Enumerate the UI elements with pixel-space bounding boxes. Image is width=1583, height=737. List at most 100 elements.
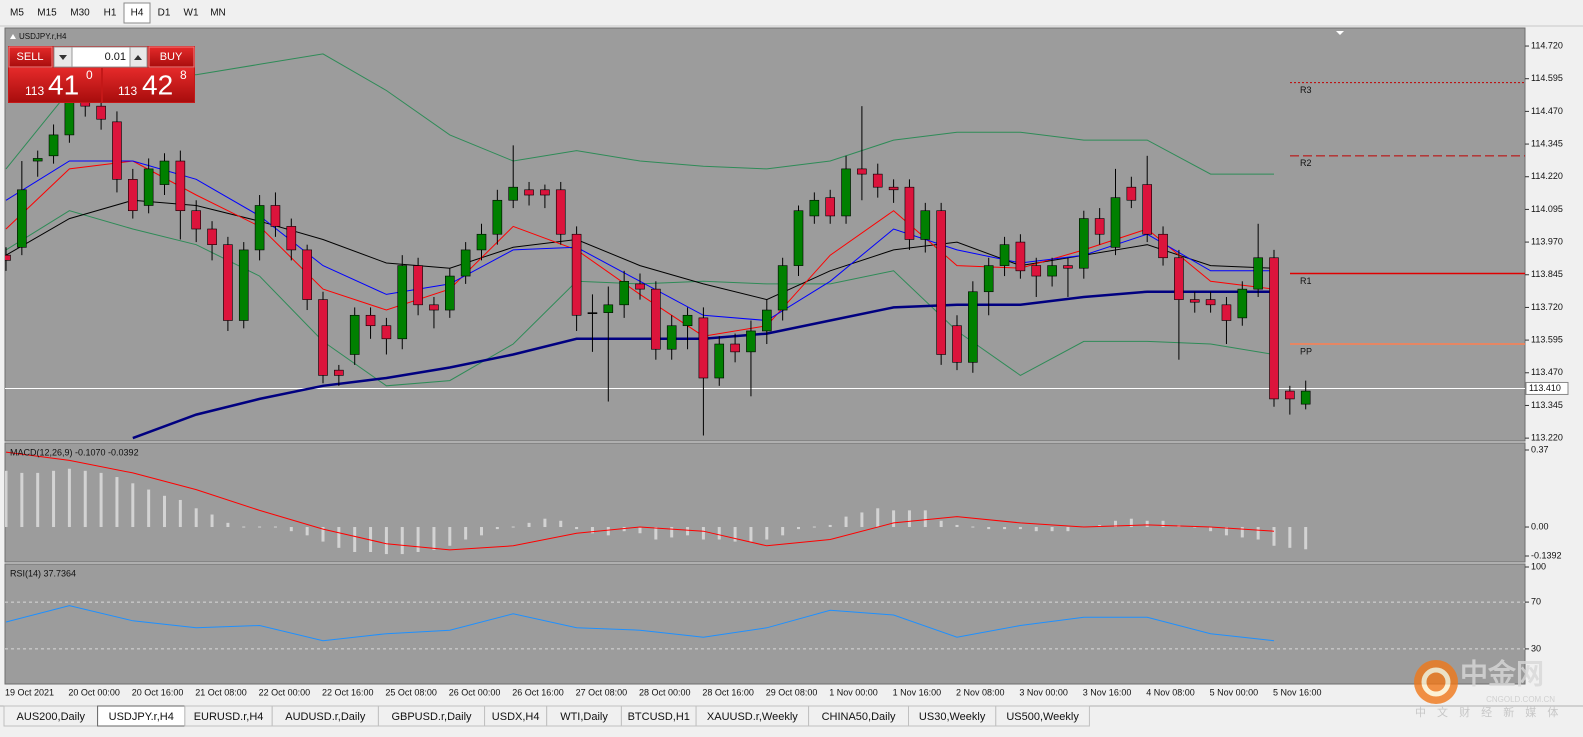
y-tick-label: 70	[1531, 596, 1541, 606]
macd-bar	[876, 508, 880, 528]
tab[interactable]	[995, 705, 1090, 727]
macd-bar	[987, 527, 991, 530]
candle-body	[968, 291, 978, 363]
macd-bar	[670, 527, 674, 538]
candle-body	[159, 160, 170, 185]
y-tick-label: 113.845	[1531, 269, 1563, 279]
current-price-label: 113.410	[1529, 383, 1561, 393]
timeframe-button[interactable]	[64, 3, 96, 23]
candle-body	[1142, 184, 1152, 235]
candle-body	[872, 173, 883, 188]
x-tick-label: 3 Nov 00:00	[1019, 687, 1068, 697]
tab-label: GBPUSD.r,Daily	[391, 711, 472, 723]
macd-bar	[638, 527, 642, 534]
timeframe-button[interactable]	[31, 3, 63, 23]
watermark: 中金网 CNGOLD.COM.CN 中 文 财 经 新 媒 体	[1414, 657, 1558, 719]
x-tick-label: 4 Nov 08:00	[1146, 687, 1195, 697]
candle-body	[666, 325, 677, 350]
macd-bar	[115, 477, 119, 528]
chart-menu-arrow[interactable]	[10, 34, 16, 39]
candle-body	[238, 249, 249, 321]
x-tick-label: 5 Nov 00:00	[1210, 687, 1259, 697]
candle-body	[64, 100, 75, 136]
candle-body	[714, 343, 725, 379]
ask-box[interactable]	[103, 68, 194, 102]
indicator-line	[5, 53, 1274, 175]
candle-body	[1158, 233, 1168, 259]
candle-body	[983, 265, 994, 293]
macd-bar	[860, 512, 864, 528]
timeframe-button[interactable]	[4, 3, 30, 23]
macd-bar	[749, 527, 753, 542]
timeframe-button[interactable]	[123, 2, 151, 24]
y-tick-label: 113.470	[1531, 367, 1563, 377]
tab-label: AUS200,Daily	[17, 711, 86, 723]
candle-body	[48, 134, 59, 157]
bid-box[interactable]	[9, 68, 101, 102]
x-tick-label: 20 Oct 00:00	[68, 687, 120, 697]
ask-big-figure: 113	[118, 84, 137, 98]
candle-body	[112, 121, 122, 180]
macd-bar	[812, 526, 816, 528]
candle-body	[1126, 186, 1137, 201]
macd-bar	[1256, 527, 1260, 540]
candle-body	[1189, 299, 1200, 303]
candle-body	[397, 265, 408, 340]
candle-body	[492, 199, 503, 235]
buy-button[interactable]	[148, 46, 195, 68]
candle-body	[571, 233, 582, 316]
ask-point: 8	[180, 68, 187, 82]
macd-bar	[83, 470, 87, 528]
candle-body	[825, 197, 836, 217]
y-tick-label: 114.345	[1531, 138, 1563, 148]
tab-label: USDJPY.r,H4	[109, 711, 174, 723]
timeframe-label: M5	[10, 8, 24, 19]
macd-bar	[384, 527, 388, 555]
macd-title: MACD(12,26,9) -0.1070 -0.0392	[10, 447, 139, 457]
timeframe-label: MN	[210, 8, 226, 19]
trade-panel: SELL 0.01 BUY 113 41 0 113 42 8	[8, 46, 195, 103]
macd-bar	[353, 527, 357, 553]
macd-bar	[955, 524, 959, 528]
macd-bar	[131, 483, 135, 528]
timeframe-button[interactable]	[205, 3, 231, 23]
candle-body	[1063, 265, 1073, 269]
macd-bar	[686, 527, 690, 536]
candle-body	[1269, 257, 1279, 400]
macd-bar	[52, 470, 56, 528]
x-tick-label: 22 Oct 00:00	[259, 687, 311, 697]
candle-body	[460, 249, 471, 277]
timeframe-button[interactable]	[151, 3, 177, 23]
timeframe-button[interactable]	[178, 3, 204, 23]
candle-body	[1094, 218, 1105, 235]
candle-body	[793, 210, 804, 266]
macd-bar	[178, 499, 182, 528]
macd-bar	[1193, 526, 1197, 528]
lot-down-arrow	[59, 55, 67, 60]
sell-button[interactable]	[8, 46, 53, 68]
candle-body	[302, 249, 312, 300]
timeframe-label: H4	[131, 8, 144, 19]
x-tick-label: 1 Nov 00:00	[829, 687, 878, 697]
macd-bar	[923, 510, 927, 528]
indicator-line	[5, 199, 1275, 301]
macd-bar	[781, 527, 785, 536]
macd-bar	[1161, 520, 1165, 528]
candle-body	[96, 105, 106, 120]
candle-body	[904, 186, 915, 240]
macd-bar	[844, 516, 848, 528]
candle-body	[524, 189, 534, 196]
candle-body	[809, 199, 820, 217]
watermark-logo-mark	[1414, 660, 1458, 704]
macd-bar	[273, 526, 277, 528]
rsi-line	[5, 605, 1275, 642]
watermark-site: CNGOLD.COM.CN	[1486, 695, 1555, 704]
candle-body	[365, 314, 376, 327]
pivot-label: R1	[1300, 276, 1312, 286]
timeframe-button[interactable]	[97, 3, 123, 23]
macd-bar	[99, 472, 103, 528]
x-tick-label: 25 Oct 08:00	[385, 687, 437, 697]
macd-bar	[147, 489, 151, 528]
macd-bar	[67, 468, 71, 528]
candle-body	[746, 330, 756, 353]
